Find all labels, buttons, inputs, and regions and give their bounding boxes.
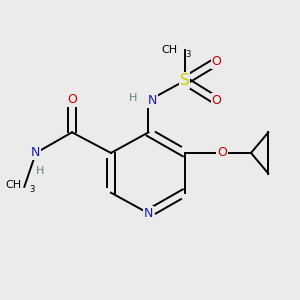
Text: CH: CH (161, 45, 177, 55)
Text: N: N (144, 207, 153, 220)
Text: O: O (217, 146, 227, 159)
Text: O: O (212, 55, 221, 68)
Text: CH: CH (5, 180, 21, 190)
Text: S: S (180, 73, 190, 88)
Text: O: O (67, 93, 77, 106)
Text: H: H (128, 93, 137, 103)
Text: H: H (36, 166, 44, 176)
Text: 3: 3 (29, 185, 34, 194)
Text: 3: 3 (185, 50, 190, 59)
Text: O: O (212, 94, 221, 107)
Text: N: N (148, 94, 158, 107)
Text: N: N (31, 146, 40, 159)
